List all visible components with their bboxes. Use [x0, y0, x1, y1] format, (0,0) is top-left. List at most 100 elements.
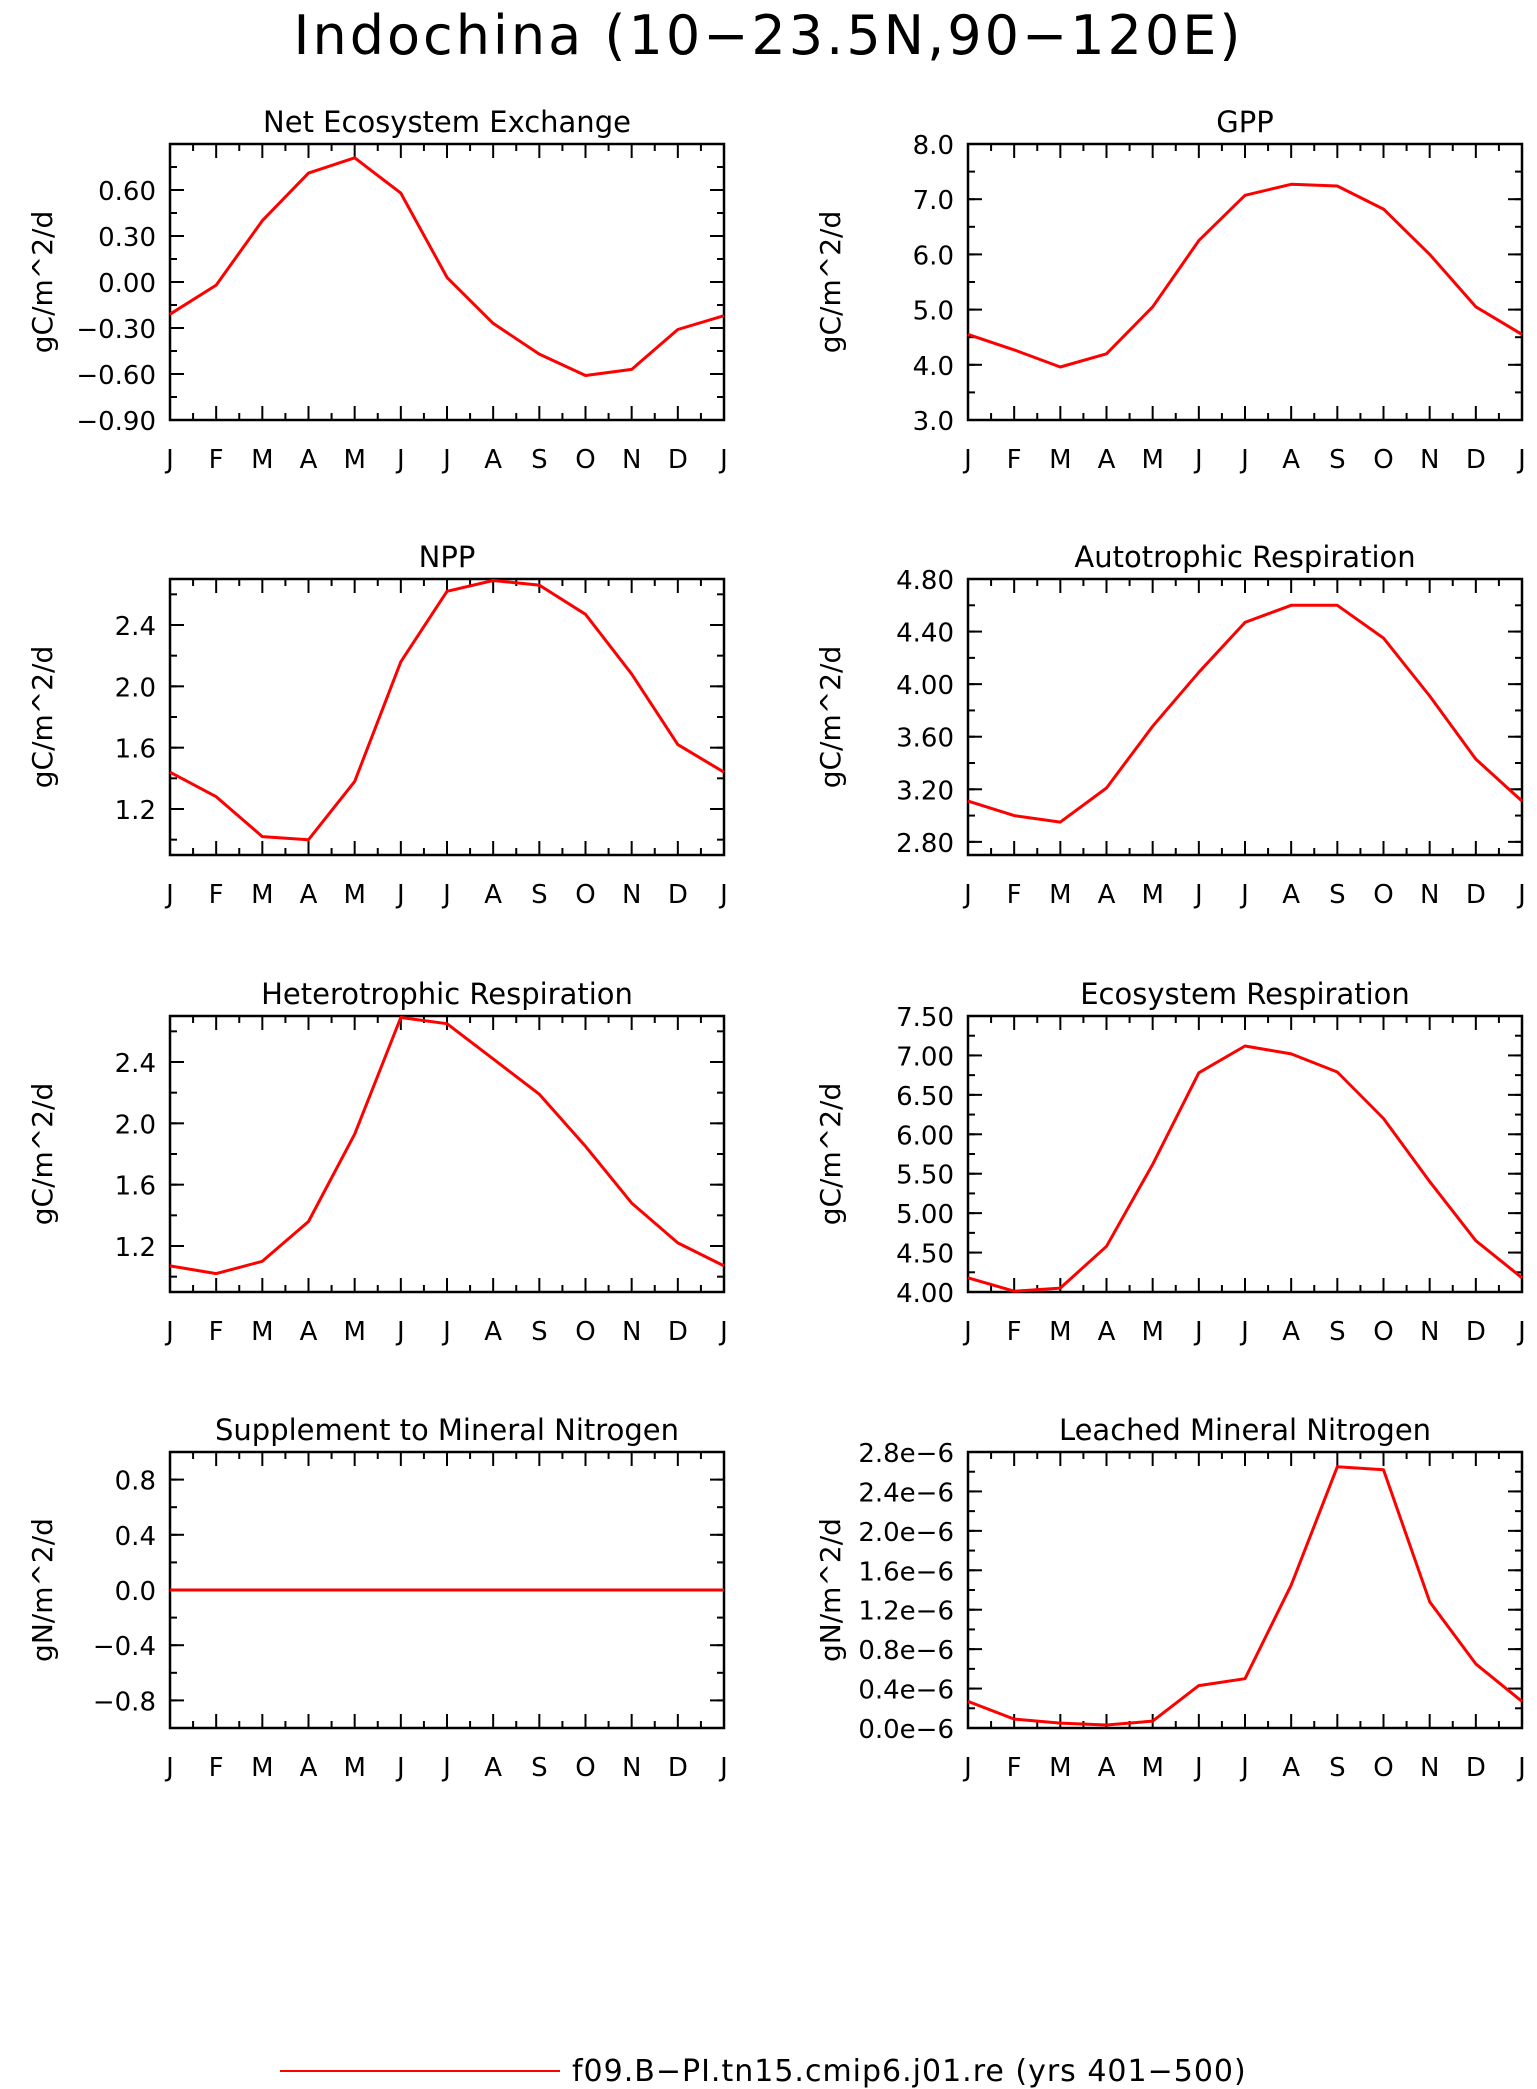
- legend-label: f09.B−PI.tn15.cmip6.j01.re (yrs 401−500): [572, 2054, 1247, 2089]
- plot-frame: [168, 1014, 726, 1294]
- x-tick-label: M: [1141, 1753, 1163, 1783]
- x-tick-label: J: [718, 1317, 728, 1347]
- x-tick-label: F: [1007, 1317, 1022, 1347]
- x-tick-label: F: [1007, 1753, 1022, 1783]
- x-tick-label: O: [1373, 445, 1393, 475]
- legend-line-swatch: [280, 2070, 560, 2072]
- x-tick-label: N: [622, 1317, 641, 1347]
- x-tick-label: J: [718, 445, 728, 475]
- y-tick-label: 4.0: [913, 352, 954, 382]
- y-tick-label: 2.80: [896, 829, 954, 859]
- y-tick-label: 1.6: [115, 735, 156, 765]
- x-tick-label: A: [484, 445, 502, 475]
- y-tick-label: 7.0: [913, 186, 954, 216]
- x-tick-label: A: [1282, 1753, 1300, 1783]
- x-tick-label: N: [1420, 880, 1439, 910]
- x-tick-label: J: [1516, 1317, 1526, 1347]
- x-tick-label: O: [575, 1753, 595, 1783]
- series-line: [967, 1044, 1523, 1293]
- x-tick-label: N: [622, 1753, 641, 1783]
- x-tick-label: J: [1193, 1753, 1203, 1783]
- x-tick-label: J: [164, 1317, 174, 1347]
- y-axis-label: gC/m^2/d: [814, 646, 847, 789]
- x-tick-label: J: [441, 445, 451, 475]
- x-tick-label: O: [1373, 1317, 1393, 1347]
- x-tick-label: J: [718, 1753, 728, 1783]
- y-tick-label: −0.4: [93, 1632, 156, 1662]
- x-tick-label: J: [1239, 880, 1249, 910]
- series-line: [169, 579, 725, 842]
- x-tick-label: F: [209, 1753, 224, 1783]
- y-tick-label: 5.00: [896, 1200, 954, 1230]
- y-tick-label: 4.00: [896, 1279, 954, 1309]
- x-tick-label: S: [1329, 880, 1346, 910]
- y-tick-label: −0.30: [76, 315, 156, 345]
- chart-title: Ecosystem Respiration: [1080, 977, 1410, 1011]
- y-tick-label: 6.50: [896, 1082, 954, 1112]
- x-tick-label: J: [962, 1753, 972, 1783]
- x-tick-label: F: [209, 880, 224, 910]
- plot-frame: [966, 1014, 1524, 1294]
- x-tick-label: J: [718, 880, 728, 910]
- x-tick-label: J: [395, 880, 405, 910]
- x-tick-label: A: [484, 880, 502, 910]
- y-tick-label: 2.4e−6: [858, 1478, 954, 1508]
- x-tick-label: J: [395, 1753, 405, 1783]
- series-line: [169, 1016, 725, 1276]
- y-tick-label: 0.00: [98, 269, 156, 299]
- y-tick-label: 1.2e−6: [858, 1597, 954, 1627]
- x-tick-label: M: [343, 1753, 365, 1783]
- x-tick-label: M: [1141, 445, 1163, 475]
- x-tick-label: J: [441, 1753, 451, 1783]
- y-tick-label: 4.80: [896, 566, 954, 596]
- x-tick-label: J: [1516, 1753, 1526, 1783]
- y-tick-label: 4.50: [896, 1240, 954, 1270]
- y-tick-label: 2.8e−6: [858, 1439, 954, 1469]
- x-tick-label: M: [1049, 1317, 1071, 1347]
- y-tick-label: 1.6e−6: [858, 1557, 954, 1587]
- y-tick-label: 4.00: [896, 671, 954, 701]
- x-tick-label: J: [962, 445, 972, 475]
- y-tick-label: 2.4: [115, 612, 156, 642]
- y-axis-label: gN/m^2/d: [814, 1518, 847, 1662]
- chart-title: Autotrophic Respiration: [1074, 540, 1415, 574]
- plot-frame: [168, 142, 726, 422]
- x-tick-label: N: [622, 445, 641, 475]
- x-tick-label: D: [668, 1317, 688, 1347]
- chart-title: GPP: [1216, 105, 1273, 139]
- plot-frame: [168, 577, 726, 857]
- x-tick-label: A: [484, 1317, 502, 1347]
- x-tick-label: S: [1329, 1317, 1346, 1347]
- x-tick-label: J: [395, 1317, 405, 1347]
- y-tick-label: 7.00: [896, 1042, 954, 1072]
- y-tick-label: 0.0: [115, 1577, 156, 1607]
- x-tick-label: A: [1282, 1317, 1300, 1347]
- y-tick-label: 1.6: [115, 1172, 156, 1202]
- y-axis-label: gN/m^2/d: [26, 1518, 59, 1662]
- x-tick-label: M: [1049, 880, 1071, 910]
- x-tick-label: S: [531, 880, 548, 910]
- x-tick-label: J: [1193, 1317, 1203, 1347]
- x-tick-label: S: [1329, 445, 1346, 475]
- x-tick-label: J: [441, 880, 451, 910]
- x-tick-label: A: [1098, 1753, 1116, 1783]
- y-axis-label: gC/m^2/d: [26, 646, 59, 789]
- y-tick-label: 4.40: [896, 619, 954, 649]
- x-tick-label: J: [395, 445, 405, 475]
- y-tick-label: 2.0e−6: [858, 1518, 954, 1548]
- y-tick-label: −0.60: [76, 361, 156, 391]
- y-tick-label: 0.8: [115, 1467, 156, 1497]
- chart-title: Heterotrophic Respiration: [261, 977, 633, 1011]
- y-axis-label: gC/m^2/d: [26, 1083, 59, 1226]
- x-tick-label: J: [1239, 1317, 1249, 1347]
- y-tick-label: 5.0: [913, 297, 954, 327]
- plot-frame: [966, 142, 1524, 422]
- x-tick-label: O: [575, 1317, 595, 1347]
